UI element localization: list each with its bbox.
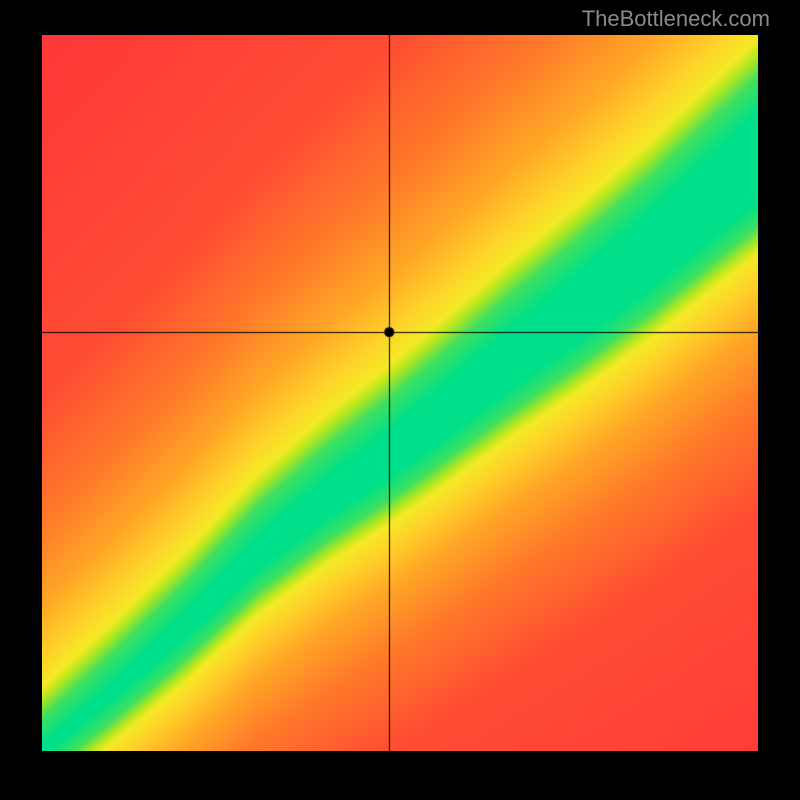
chart-container: TheBottleneck.com bbox=[0, 0, 800, 800]
watermark-text: TheBottleneck.com bbox=[582, 6, 770, 32]
heatmap-canvas bbox=[42, 35, 758, 751]
heatmap-plot bbox=[42, 35, 758, 751]
